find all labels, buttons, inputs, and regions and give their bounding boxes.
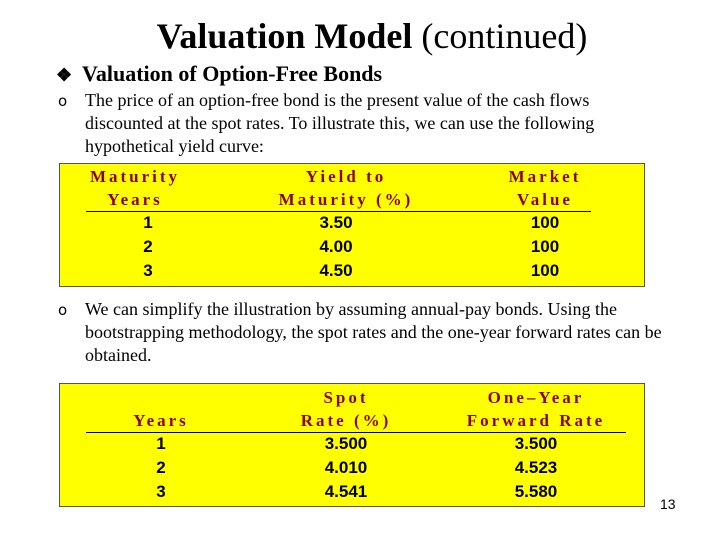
cell-years: 2: [156, 458, 166, 477]
table-row: 1 2 3: [60, 211, 236, 283]
header-line: Yield to: [305, 167, 387, 186]
header-line: [86, 386, 236, 409]
cell-forward-rate: 3.500: [514, 434, 558, 453]
header-line: Value: [517, 190, 573, 209]
cell-yield: 4.50: [319, 261, 353, 280]
table-column-value: 100 100 100: [470, 211, 620, 283]
header-years: Years: [86, 386, 236, 432]
slide-title-suffix: (continued): [412, 16, 588, 56]
diamond-bullet-icon: ❖: [56, 65, 73, 85]
paragraph-text: We can simplify the illustration by assu…: [85, 299, 662, 365]
header-rule: [86, 211, 591, 212]
cell-forward-rate: 4.523: [514, 458, 558, 477]
cell-spot-rate: 4.541: [324, 482, 368, 501]
cell-spot-rate: 3.500: [324, 434, 368, 453]
table-column-years: 1 2 3: [86, 432, 236, 504]
header-maturity-years: Maturity Years: [60, 165, 210, 211]
header-spot-rate: Spot Rate (%): [256, 386, 436, 432]
header-line: Forward Rate: [466, 411, 606, 430]
spot-forward-table: Years Spot Rate (%) One–Year Forward Rat…: [59, 383, 645, 507]
header-line: Maturity: [89, 167, 181, 186]
header-line: Market: [508, 167, 582, 186]
table-column-spot: 3.500 4.010 4.541: [256, 432, 436, 504]
cell-value: 100: [530, 261, 560, 280]
header-forward-rate: One–Year Forward Rate: [436, 386, 636, 432]
header-line: Maturity (%): [278, 190, 414, 209]
cell-years: 1: [143, 213, 153, 232]
header-market-value: Market Value: [470, 165, 620, 211]
table-column-yield: 3.50 4.00 4.50: [236, 211, 436, 283]
cell-spot-rate: 4.010: [324, 458, 368, 477]
yield-curve-table: Maturity Years Yield to Maturity (%) Mar…: [59, 163, 645, 287]
header-yield-to-maturity: Yield to Maturity (%): [236, 165, 456, 211]
header-line: Years: [133, 411, 189, 430]
section-heading: ❖ Valuation of Option-Free Bonds: [56, 60, 382, 89]
section-heading-text: Valuation of Option-Free Bonds: [82, 61, 383, 86]
paragraph-text: The price of an option-free bond is the …: [85, 90, 595, 156]
circle-bullet-icon: o: [58, 301, 68, 319]
table-column-forward: 3.500 4.523 5.580: [436, 432, 636, 504]
circle-bullet-icon: o: [58, 92, 68, 110]
slide-title-main: Valuation Model: [156, 16, 413, 56]
cell-yield: 4.00: [319, 237, 353, 256]
header-rule: [86, 432, 626, 433]
header-line: Years: [107, 190, 163, 209]
cell-forward-rate: 5.580: [514, 482, 558, 501]
cell-years: 3: [143, 261, 153, 280]
cell-value: 100: [530, 237, 560, 256]
page-number: 13: [660, 496, 676, 512]
cell-years: 1: [156, 434, 166, 453]
paragraph-bootstrapping: o We can simplify the illustration by as…: [58, 298, 668, 367]
header-line: Rate (%): [300, 411, 392, 430]
cell-yield: 3.50: [319, 213, 353, 232]
header-line: One–Year: [487, 388, 585, 407]
cell-years: 3: [156, 482, 166, 501]
cell-years: 2: [143, 237, 153, 256]
slide-title: Valuation Model (continued): [0, 14, 720, 58]
header-line: Spot: [323, 388, 369, 407]
cell-value: 100: [530, 213, 560, 232]
paragraph-yield-curve: o The price of an option-free bond is th…: [58, 89, 668, 158]
